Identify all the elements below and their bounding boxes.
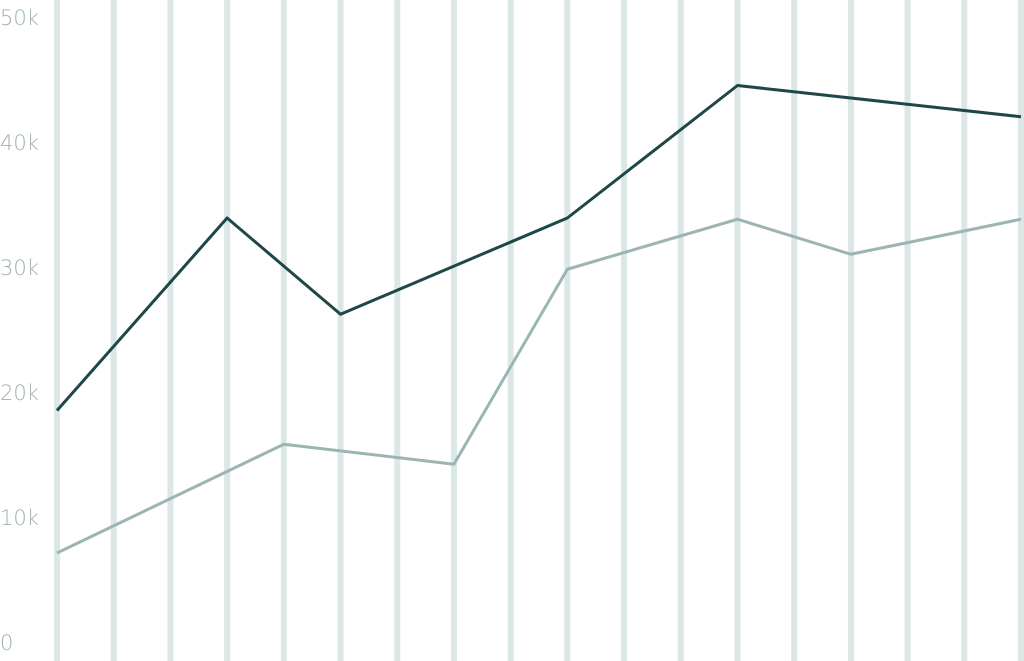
y-tick-label: 30k [0,256,39,280]
y-tick-label: 40k [0,131,39,155]
y-tick-label: 20k [0,381,39,405]
y-tick-label: 10k [0,506,39,530]
line-series [56,217,1022,555]
line-series [55,84,1022,412]
y-tick-label: 50k [0,6,39,30]
y-tick-label: 0 [0,631,13,655]
